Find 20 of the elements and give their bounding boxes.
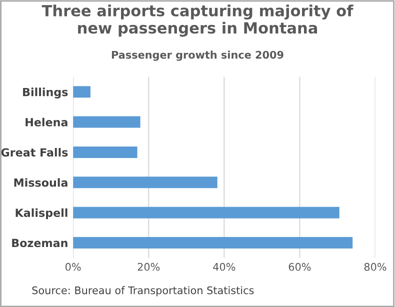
y-tick-label: Bozeman [12, 238, 68, 248]
x-tick-label: 20% [138, 262, 160, 271]
bar [73, 116, 140, 128]
y-tick-label: Kalispell [16, 208, 68, 220]
y-tick-label: Helena [26, 118, 68, 126]
bar [73, 86, 90, 98]
bar [73, 146, 138, 158]
bar [73, 237, 353, 249]
y-tick-label: Great Falls [1, 148, 68, 157]
chart-title: Three airports capturing majority of new passengers in Montana [42, 4, 354, 37]
x-tick-label: 40% [213, 262, 236, 271]
x-tick-label: 80% [364, 262, 386, 271]
bar [73, 206, 340, 218]
chart-subtitle: Passenger growth since 2009 [112, 50, 284, 61]
y-tick-label: Missoula [14, 178, 68, 187]
y-tick-label: Billings [23, 88, 68, 98]
x-tick-label: 60% [288, 262, 311, 271]
bar [73, 176, 218, 188]
source-note: Source: Bureau of Transportation Statistics [32, 286, 254, 296]
x-tick-label: 0% [66, 262, 81, 271]
